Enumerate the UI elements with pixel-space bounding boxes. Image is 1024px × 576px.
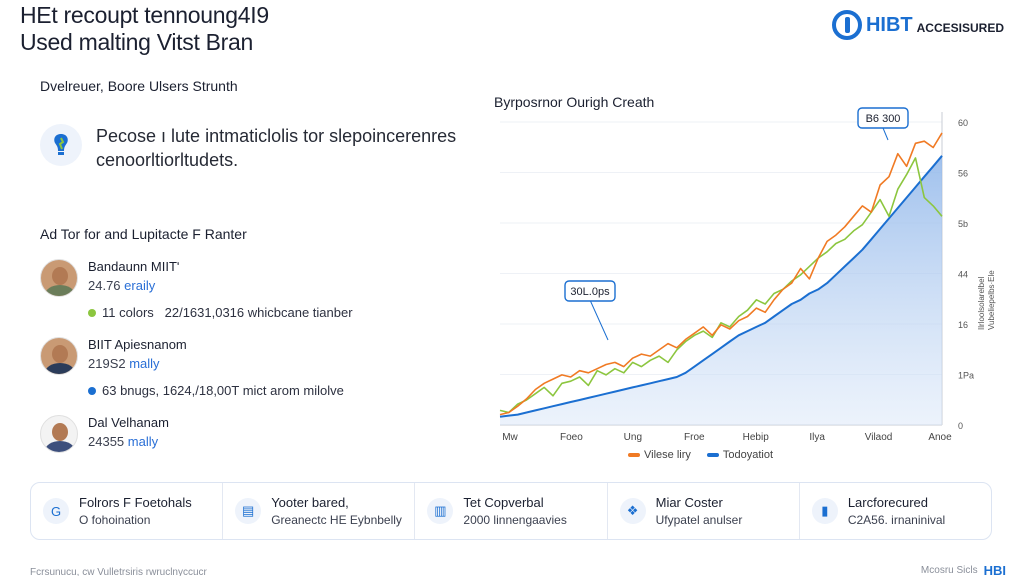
x-tick-label: Vilaod — [865, 432, 893, 443]
callout-leader — [589, 299, 609, 341]
legend-item: Vilese liry — [628, 449, 691, 461]
feature-title: Folrors F Foetohals — [79, 495, 192, 510]
person-rate: 24.76 eraily — [88, 278, 179, 293]
x-tick-label: Anoe — [928, 432, 952, 443]
card-text-line-1: Pecose ı lute intmaticlolis tor slepoinc… — [96, 126, 457, 146]
avatar — [40, 415, 78, 453]
feature-title: Yooter bared, — [271, 495, 349, 510]
footer-label: Mcosru Sicls — [920, 565, 978, 576]
chart-title: Byrposrnor Ourigh Creath — [494, 94, 655, 110]
x-tick-label: Mw — [502, 432, 518, 443]
section-title-ranter: Ad Tor for and Lupitacte F Ranter — [40, 226, 247, 242]
feature-title: Larcforecured — [847, 495, 929, 510]
y-tick-label: 44 — [958, 270, 968, 280]
person-item[interactable]: Bandaunn MIITʹ 24.76 eraily — [40, 259, 179, 297]
feature-item[interactable]: ▥ Tet Copverbal 2000 linnengaavies — [415, 483, 608, 539]
x-tick-label: Ilya — [809, 432, 825, 443]
person-rate: 24355 mally — [88, 434, 169, 449]
legend-label: Todoyatiot — [722, 449, 774, 461]
legend-item: Todoyatiot — [706, 449, 774, 461]
person-stat: 63 bnugs, 1624,/18,00T mict arom milolve — [88, 383, 344, 398]
person-rate-unit: eraily — [124, 278, 156, 293]
person-rate-value: 24.76 — [88, 278, 121, 293]
series-line — [499, 132, 943, 416]
feature-subtitle: O fohoination — [79, 513, 151, 527]
brand-tagline: ACCESISURED — [916, 20, 1004, 35]
person-stat: 11 colors 22/1631,0316 whicbcane tianber — [88, 305, 353, 320]
stat-text: 11 colors 22/1631,0316 whicbcane tianber — [102, 305, 353, 320]
cards-icon: ▤ — [235, 498, 262, 524]
calendar-icon: ▥ — [427, 498, 454, 524]
person-rate: 219S2 mally — [88, 356, 187, 371]
person-item[interactable]: Dal Velhanam 24355 mally — [40, 415, 169, 453]
feature-title: Miar Coster — [655, 495, 723, 510]
y-tick-label: 56 — [958, 169, 968, 179]
brand-logo[interactable]: HIBT ACCESISURED — [831, 10, 1004, 40]
callout-box — [857, 107, 909, 129]
footer-logo: HBI — [983, 563, 1006, 576]
title-line-2: Used malting Vitst Bran — [20, 29, 254, 55]
title-line-1: HEt recoupt tennoung4I9 — [20, 2, 269, 28]
feature-strip: G Folrors F Foetohals O fohoination ▤ Yoo… — [30, 482, 992, 540]
series-line — [499, 157, 943, 414]
feature-subtitle: Greanectc HE Eybnbelly — [271, 513, 402, 527]
avatar — [40, 337, 78, 375]
stat-text: 63 bnugs, 1624,/18,00T mict arom milolve — [102, 383, 344, 398]
brand-name: HIBT — [865, 13, 913, 36]
y-tick-label: 5b — [958, 219, 968, 229]
green-dot-icon — [88, 308, 96, 317]
section-title-users: Dvelreuer, Boore Ulsers Strunth — [40, 78, 238, 94]
blue-dot-icon — [88, 386, 96, 395]
person-rate-value: 24355 — [88, 434, 125, 449]
feature-item[interactable]: ❖ Miar Coster Ufypatel anulser — [608, 483, 800, 539]
right-axis-label: Ilrloolsolarelbel — [977, 276, 986, 330]
y-tick-label: 0 — [958, 421, 963, 431]
feature-subtitle: 2000 linnengaavies — [463, 513, 567, 527]
device-icon: ▮ — [811, 498, 838, 524]
footer-text: Fcrsunucu, cw Vulletrsiris rwruclnyccucr — [30, 567, 207, 576]
feature-title: Tet Copverbal — [463, 495, 544, 510]
brand-icon — [831, 10, 862, 40]
google-icon: G — [43, 498, 69, 524]
callout-label: 30L.0ps — [570, 286, 610, 298]
puzzle-icon: ❖ — [619, 498, 646, 524]
callout-label: B6 300 — [866, 113, 901, 125]
legend-swatch — [628, 453, 640, 458]
footer-brand[interactable]: Mcosru Sicls HBI — [921, 563, 1006, 576]
y-tick-label: 16 — [958, 320, 968, 330]
feature-item[interactable]: ▮ Larcforecured C2A56. irnaninival — [800, 483, 991, 539]
card-text-line-2: cenoorltiorltudets. — [96, 150, 239, 170]
person-name: Bandaunn MIITʹ — [88, 259, 180, 274]
right-axis-label: Vubeliepelbs·Ele — [987, 270, 996, 330]
info-card: Pecose ı lute intmaticlolis tor slepoinc… — [40, 124, 456, 172]
person-item[interactable]: BIIT Apiesnanom 219S2 mally — [40, 337, 187, 375]
legend-swatch — [706, 453, 719, 458]
feature-item[interactable]: ▤ Yooter bared, Greanectc HE Eybnbelly — [223, 483, 416, 539]
feature-item[interactable]: G Folrors F Foetohals O fohoination — [31, 483, 224, 539]
callout-box — [564, 280, 616, 302]
x-tick-label: Hebip — [743, 432, 770, 443]
avatar — [40, 259, 78, 297]
person-rate-unit: mally — [129, 356, 160, 371]
y-tick-label: 60 — [958, 118, 968, 128]
feature-subtitle: C2A56. irnaninival — [847, 513, 946, 527]
person-rate-value: 219S2 — [88, 356, 126, 371]
series-line — [499, 155, 943, 418]
callout-leader — [882, 127, 889, 141]
series-area — [500, 155, 942, 426]
y-tick-label: 1Pa — [958, 371, 974, 381]
legend-label: Vilese liry — [644, 449, 691, 461]
person-name: Dal Velhanam — [88, 415, 169, 430]
chart-legend: Vilese liry Todoyatiot — [628, 449, 773, 461]
x-tick-label: Foeo — [560, 432, 583, 443]
x-tick-label: Froe — [684, 432, 705, 443]
person-name: BIIT Apiesnanom — [88, 337, 187, 352]
person-rate-unit: mally — [127, 434, 159, 449]
feature-subtitle: Ufypatel anulser — [655, 513, 743, 527]
x-tick-label: Ung — [624, 432, 642, 443]
lightbulb-icon — [40, 124, 82, 166]
page-title: HEt recoupt tennoung4I9 Used malting Vit… — [20, 2, 269, 56]
